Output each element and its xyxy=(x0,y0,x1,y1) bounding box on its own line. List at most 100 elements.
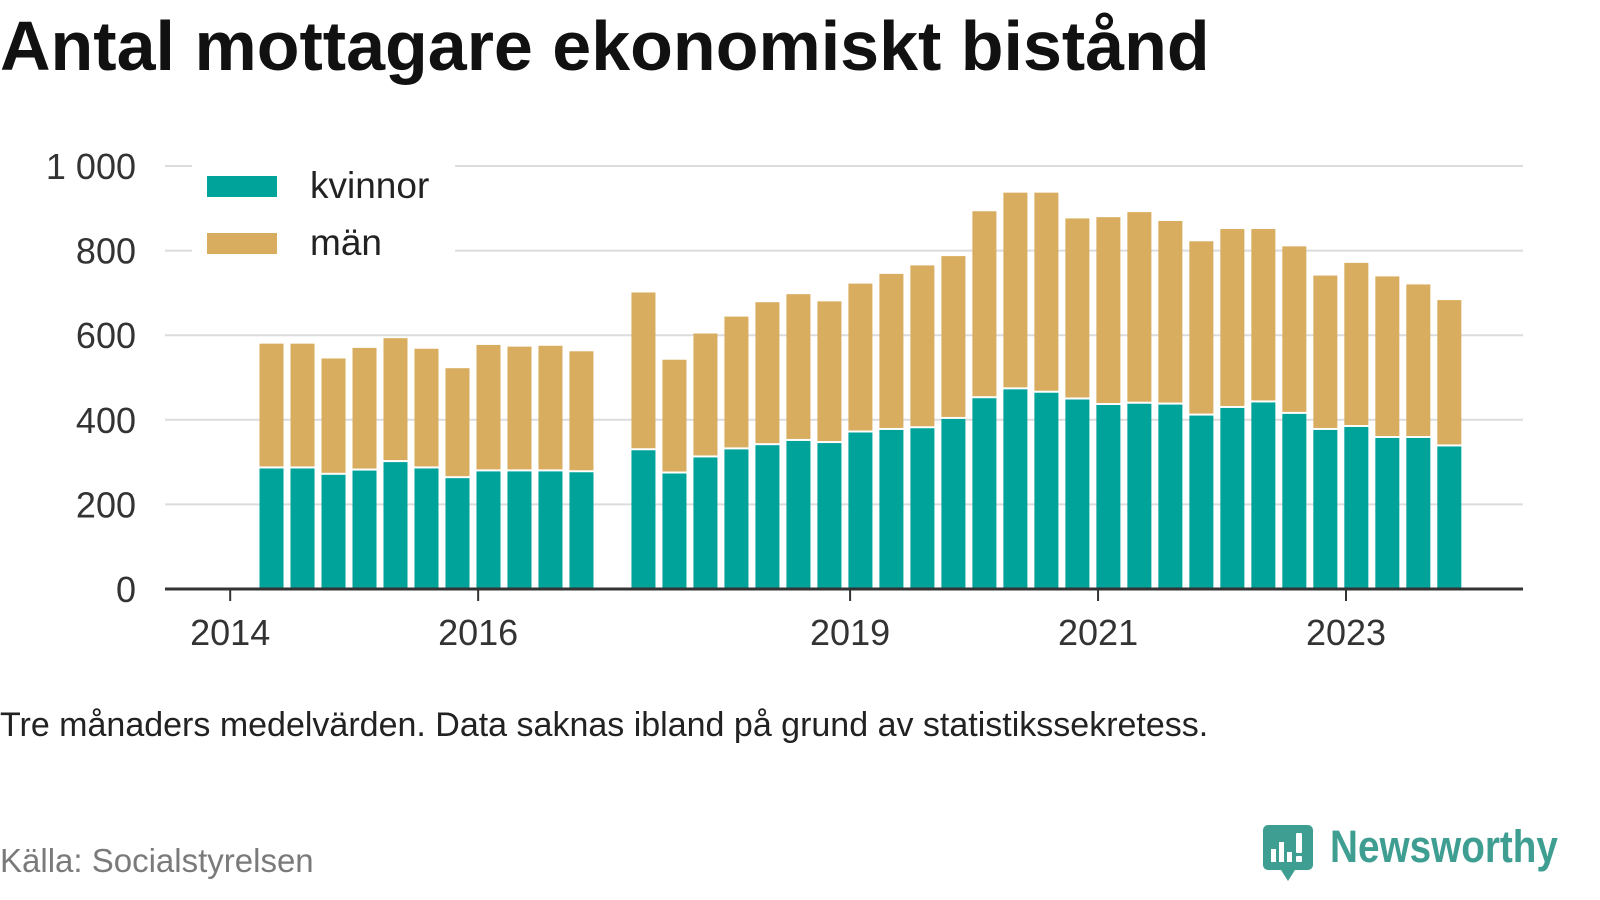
y-tick-label-200: 200 xyxy=(76,484,136,525)
bar-kvinnor-2014-05 xyxy=(259,468,284,589)
bar-man-2016-11 xyxy=(569,351,594,471)
bar-kvinnor-2017-05 xyxy=(631,450,656,589)
bar-man-2017-05 xyxy=(631,292,656,449)
bar-man-2021-08 xyxy=(1158,220,1183,403)
bar-kvinnor-2022-05 xyxy=(1251,402,1276,589)
bar-man-2016-02 xyxy=(476,344,501,470)
bar-man-2014-08 xyxy=(290,343,315,467)
bar-man-2019-02 xyxy=(848,283,873,431)
legend-label-man: män xyxy=(310,222,382,263)
bar-man-2021-02 xyxy=(1096,217,1121,403)
source-text: Källa: Socialstyrelsen xyxy=(0,842,314,879)
bar-kvinnor-2019-11 xyxy=(941,418,966,589)
y-tick-label-0: 0 xyxy=(116,569,136,610)
bar-kvinnor-2016-05 xyxy=(507,471,532,589)
bar-kvinnor-2017-11 xyxy=(693,457,718,589)
bar-kvinnor-2021-08 xyxy=(1158,404,1183,589)
bar-man-2020-05 xyxy=(1003,192,1028,388)
x-tick-label-2023: 2023 xyxy=(1306,612,1386,653)
bar-man-2016-08 xyxy=(538,345,563,470)
bar-man-2022-08 xyxy=(1282,246,1307,412)
bar-man-2021-05 xyxy=(1127,212,1152,402)
bar-kvinnor-2018-05 xyxy=(755,445,780,589)
bar-man-2020-11 xyxy=(1065,218,1090,398)
x-tick-label-2014: 2014 xyxy=(190,612,270,653)
stacked-bar-chart: 2014 2016 2019 2021 2023 0 200 400 600 800 1 000 xyxy=(46,146,1523,653)
bar-man-2018-05 xyxy=(755,302,780,444)
bar-man-2018-11 xyxy=(817,301,842,442)
bar-kvinnor-2023-05 xyxy=(1375,437,1400,589)
bar-man-2023-11 xyxy=(1437,300,1462,445)
legend-item-man: män xyxy=(207,223,382,263)
bar-man-2015-08 xyxy=(414,348,439,467)
bar-kvinnor-2015-05 xyxy=(383,462,408,589)
logo-exclamation-dot xyxy=(1296,856,1302,862)
bar-kvinnor-2021-05 xyxy=(1127,403,1152,589)
bar-kvinnor-2018-02 xyxy=(724,449,749,589)
logo-exclamation-stem xyxy=(1296,833,1302,853)
bar-man-2021-11 xyxy=(1189,241,1214,414)
bar-man-2022-11 xyxy=(1313,275,1338,428)
bar-chart-speech-bubble-icon xyxy=(1263,825,1313,881)
newsworthy-logo-text: Newsworthy xyxy=(1330,821,1558,872)
y-tick-label-800: 800 xyxy=(76,231,136,272)
bar-kvinnor-2016-11 xyxy=(569,472,594,589)
bar-man-2014-11 xyxy=(321,358,346,473)
bar-kvinnor-2021-11 xyxy=(1189,415,1214,589)
bar-man-2023-05 xyxy=(1375,276,1400,436)
x-tick-label-2016: 2016 xyxy=(438,612,518,653)
bar-kvinnor-2015-02 xyxy=(352,470,377,589)
bar-man-2018-02 xyxy=(724,316,749,448)
bar-kvinnor-2015-08 xyxy=(414,468,439,589)
bar-man-2016-05 xyxy=(507,346,532,470)
logo-bar-3 xyxy=(1287,852,1292,862)
bar-man-2019-05 xyxy=(879,273,904,428)
bar-man-2017-08 xyxy=(662,359,687,472)
bar-kvinnor-2023-02 xyxy=(1344,426,1369,589)
bar-kvinnor-2019-08 xyxy=(910,428,935,589)
bar-kvinnor-2020-11 xyxy=(1065,399,1090,589)
legend-swatch-man xyxy=(207,232,277,254)
bar-man-2015-02 xyxy=(352,347,377,469)
bar-kvinnor-2017-08 xyxy=(662,473,687,589)
bar-man-2022-05 xyxy=(1251,229,1276,401)
logo-bar-2 xyxy=(1279,842,1284,862)
bar-man-2023-08 xyxy=(1406,284,1431,436)
bar-kvinnor-2019-05 xyxy=(879,429,904,589)
bar-kvinnor-2021-02 xyxy=(1096,404,1121,589)
bar-man-2014-05 xyxy=(259,343,284,467)
bar-man-2018-08 xyxy=(786,294,811,439)
bar-kvinnor-2014-11 xyxy=(321,474,346,589)
x-axis: 2014 2016 2019 2021 2023 xyxy=(165,587,1523,653)
legend: kvinnor män xyxy=(192,158,455,263)
x-tick-label-2019: 2019 xyxy=(810,612,890,653)
bar-kvinnor-2019-02 xyxy=(848,432,873,589)
bar-kvinnor-2020-02 xyxy=(972,398,997,589)
y-tick-label-600: 600 xyxy=(76,315,136,356)
y-tick-label-400: 400 xyxy=(76,400,136,441)
bar-kvinnor-2020-05 xyxy=(1003,389,1028,589)
bar-kvinnor-2016-02 xyxy=(476,471,501,589)
bar-kvinnor-2018-11 xyxy=(817,443,842,589)
bar-kvinnor-2018-08 xyxy=(786,440,811,589)
chart-title: Antal mottagare ekonomiskt bistånd xyxy=(0,7,1210,85)
bar-kvinnor-2023-11 xyxy=(1437,446,1462,589)
y-tick-label-1000: 1 000 xyxy=(46,146,136,187)
bar-kvinnor-2020-08 xyxy=(1034,392,1059,589)
y-axis: 0 200 400 600 800 1 000 xyxy=(46,146,136,610)
bars xyxy=(259,192,1462,589)
bar-man-2019-11 xyxy=(941,256,966,417)
legend-item-kvinnor: kvinnor xyxy=(207,166,429,206)
bar-man-2020-02 xyxy=(972,211,997,397)
x-tick-label-2021: 2021 xyxy=(1058,612,1138,653)
newsworthy-logo: Newsworthy xyxy=(1263,822,1563,884)
legend-label-kvinnor: kvinnor xyxy=(310,165,430,206)
bar-kvinnor-2022-11 xyxy=(1313,429,1338,589)
bar-kvinnor-2015-11 xyxy=(445,478,470,589)
bar-man-2023-02 xyxy=(1344,262,1369,425)
bar-kvinnor-2014-08 xyxy=(290,468,315,589)
bar-man-2015-05 xyxy=(383,338,408,461)
legend-swatch-kvinnor xyxy=(207,175,277,197)
bar-kvinnor-2016-08 xyxy=(538,471,563,589)
